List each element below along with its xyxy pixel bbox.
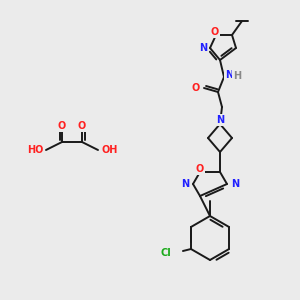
Text: N: N xyxy=(216,115,224,125)
Text: O: O xyxy=(58,121,66,131)
Text: HO: HO xyxy=(27,145,43,155)
Text: OH: OH xyxy=(101,145,117,155)
Text: O: O xyxy=(211,27,219,37)
Text: O: O xyxy=(196,164,204,174)
Text: H: H xyxy=(233,71,241,81)
Text: O: O xyxy=(192,83,200,93)
Text: O: O xyxy=(78,121,86,131)
Text: N: N xyxy=(231,179,239,189)
Text: Cl: Cl xyxy=(160,248,171,258)
Text: N: N xyxy=(199,43,207,53)
Text: N: N xyxy=(225,70,233,80)
Text: N: N xyxy=(181,179,189,189)
